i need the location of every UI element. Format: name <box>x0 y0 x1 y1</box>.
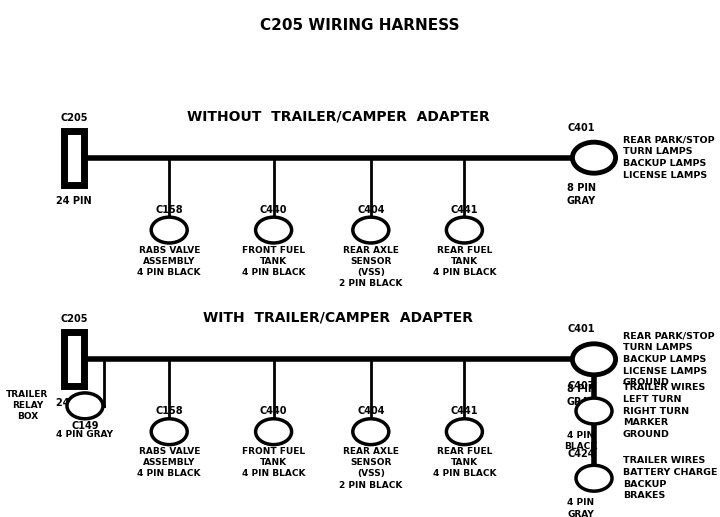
Text: REAR FUEL
TANK
4 PIN BLACK: REAR FUEL TANK 4 PIN BLACK <box>433 246 496 277</box>
Text: RABS VALVE
ASSEMBLY
4 PIN BLACK: RABS VALVE ASSEMBLY 4 PIN BLACK <box>138 246 201 277</box>
Text: C404: C404 <box>357 406 384 416</box>
Text: C440: C440 <box>260 406 287 416</box>
Text: 4 PIN
GRAY: 4 PIN GRAY <box>567 498 595 517</box>
Circle shape <box>151 419 187 445</box>
Circle shape <box>446 217 482 243</box>
FancyBboxPatch shape <box>64 131 84 185</box>
Circle shape <box>446 419 482 445</box>
Text: C401: C401 <box>567 325 595 334</box>
Circle shape <box>576 398 612 424</box>
Text: C407: C407 <box>567 382 595 391</box>
Text: 4 PIN
BLACK: 4 PIN BLACK <box>564 431 598 451</box>
Circle shape <box>572 142 616 173</box>
Text: C158: C158 <box>156 406 183 416</box>
Text: TRAILER
RELAY
BOX: TRAILER RELAY BOX <box>6 390 48 421</box>
Text: C205 WIRING HARNESS: C205 WIRING HARNESS <box>260 18 460 33</box>
Circle shape <box>67 393 103 419</box>
Text: C401: C401 <box>567 123 595 133</box>
Text: 4 PIN GRAY: 4 PIN GRAY <box>56 430 114 439</box>
Text: 8 PIN
GRAY: 8 PIN GRAY <box>567 183 595 206</box>
Text: C441: C441 <box>451 205 478 215</box>
Text: RABS VALVE
ASSEMBLY
4 PIN BLACK: RABS VALVE ASSEMBLY 4 PIN BLACK <box>138 447 201 478</box>
Text: REAR PARK/STOP
TURN LAMPS
BACKUP LAMPS
LICENSE LAMPS: REAR PARK/STOP TURN LAMPS BACKUP LAMPS L… <box>623 135 714 180</box>
Text: 8 PIN
GRAY: 8 PIN GRAY <box>567 384 595 407</box>
Text: WITHOUT  TRAILER/CAMPER  ADAPTER: WITHOUT TRAILER/CAMPER ADAPTER <box>187 109 490 124</box>
Circle shape <box>576 465 612 491</box>
Circle shape <box>353 419 389 445</box>
Text: C441: C441 <box>451 406 478 416</box>
Text: TRAILER WIRES
BATTERY CHARGE
BACKUP
BRAKES: TRAILER WIRES BATTERY CHARGE BACKUP BRAK… <box>623 456 717 500</box>
Circle shape <box>353 217 389 243</box>
Text: REAR PARK/STOP
TURN LAMPS
BACKUP LAMPS
LICENSE LAMPS
GROUND: REAR PARK/STOP TURN LAMPS BACKUP LAMPS L… <box>623 331 714 387</box>
Text: C205: C205 <box>60 113 88 123</box>
Text: C158: C158 <box>156 205 183 215</box>
Text: REAR FUEL
TANK
4 PIN BLACK: REAR FUEL TANK 4 PIN BLACK <box>433 447 496 478</box>
Text: 24 PIN: 24 PIN <box>56 398 92 408</box>
Circle shape <box>256 419 292 445</box>
Text: REAR AXLE
SENSOR
(VSS)
2 PIN BLACK: REAR AXLE SENSOR (VSS) 2 PIN BLACK <box>339 246 402 288</box>
Text: C424: C424 <box>567 449 595 459</box>
Text: C440: C440 <box>260 205 287 215</box>
Text: C205: C205 <box>60 314 88 324</box>
Text: WITH  TRAILER/CAMPER  ADAPTER: WITH TRAILER/CAMPER ADAPTER <box>203 311 474 325</box>
Text: FRONT FUEL
TANK
4 PIN BLACK: FRONT FUEL TANK 4 PIN BLACK <box>242 246 305 277</box>
Text: REAR AXLE
SENSOR
(VSS)
2 PIN BLACK: REAR AXLE SENSOR (VSS) 2 PIN BLACK <box>339 447 402 490</box>
Text: C404: C404 <box>357 205 384 215</box>
Text: FRONT FUEL
TANK
4 PIN BLACK: FRONT FUEL TANK 4 PIN BLACK <box>242 447 305 478</box>
Circle shape <box>151 217 187 243</box>
Text: 24 PIN: 24 PIN <box>56 196 92 206</box>
Text: TRAILER WIRES
LEFT TURN
RIGHT TURN
MARKER
GROUND: TRAILER WIRES LEFT TURN RIGHT TURN MARKE… <box>623 383 705 439</box>
Text: C149: C149 <box>71 421 99 431</box>
Circle shape <box>572 344 616 375</box>
Circle shape <box>256 217 292 243</box>
FancyBboxPatch shape <box>64 332 84 387</box>
